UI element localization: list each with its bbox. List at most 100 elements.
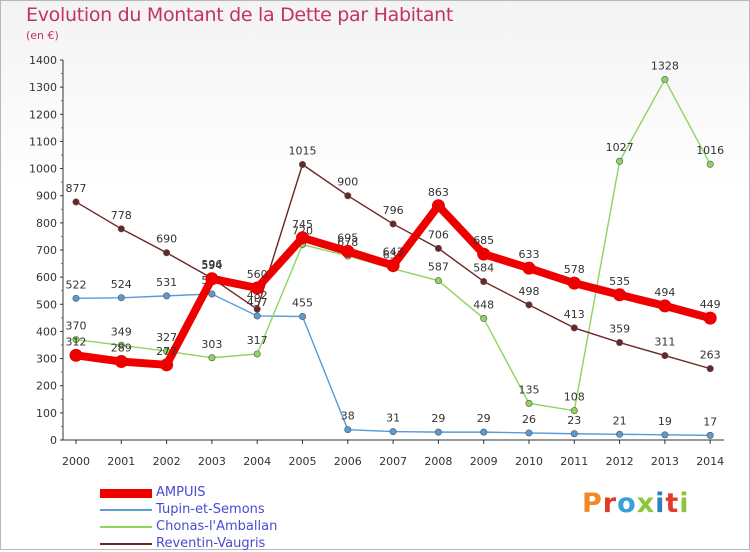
data-point xyxy=(616,430,624,438)
data-point xyxy=(72,336,80,344)
data-point xyxy=(163,292,171,300)
data-point xyxy=(72,198,80,206)
data-label: 482 xyxy=(247,289,268,302)
y-tick-label: 500 xyxy=(36,298,57,311)
data-label: 706 xyxy=(428,228,449,241)
x-tick-label: 2014 xyxy=(696,455,724,468)
data-point xyxy=(706,431,714,439)
y-tick-label: 1100 xyxy=(29,135,57,148)
data-point xyxy=(163,249,171,257)
y-tick-label: 1300 xyxy=(29,81,57,94)
data-point xyxy=(253,305,261,313)
data-point xyxy=(389,428,397,436)
data-label: 289 xyxy=(111,342,132,355)
data-point xyxy=(250,281,264,295)
x-tick-label: 2004 xyxy=(243,455,271,468)
data-point xyxy=(431,199,445,213)
data-label: 900 xyxy=(337,176,358,189)
data-label: 877 xyxy=(66,182,87,195)
x-tick-label: 2002 xyxy=(153,455,181,468)
data-point xyxy=(570,430,578,438)
data-label: 19 xyxy=(658,415,672,428)
data-label: 695 xyxy=(337,231,358,244)
data-point xyxy=(208,290,216,298)
data-point xyxy=(298,161,306,169)
x-tick-label: 2010 xyxy=(515,455,543,468)
y-tick-label: 600 xyxy=(36,271,57,284)
data-label: 29 xyxy=(431,412,445,425)
data-point xyxy=(389,220,397,228)
x-tick-label: 2001 xyxy=(107,455,135,468)
data-label: 263 xyxy=(700,349,721,362)
data-label: 685 xyxy=(473,234,494,247)
data-point xyxy=(706,160,714,168)
x-tick-label: 2000 xyxy=(62,455,90,468)
data-point xyxy=(567,276,581,290)
data-point xyxy=(208,354,216,362)
y-tick-label: 700 xyxy=(36,244,57,257)
data-label: 1328 xyxy=(651,60,679,73)
data-label: 21 xyxy=(613,414,627,427)
data-label: 584 xyxy=(473,261,494,274)
data-point xyxy=(160,358,174,372)
data-point xyxy=(570,324,578,332)
legend-swatch xyxy=(100,509,152,511)
data-label: 448 xyxy=(473,298,494,311)
x-tick-label: 2008 xyxy=(424,455,452,468)
data-label: 135 xyxy=(519,383,540,396)
x-tick-label: 2003 xyxy=(198,455,226,468)
data-point xyxy=(253,350,261,358)
data-label: 587 xyxy=(428,261,449,274)
data-point xyxy=(616,339,624,347)
proxiti-logo: Proxiti xyxy=(582,488,690,519)
data-point xyxy=(477,247,491,261)
y-tick-label: 400 xyxy=(36,325,57,338)
data-point xyxy=(616,157,624,165)
data-label: 277 xyxy=(156,345,177,358)
data-point xyxy=(706,365,714,373)
data-point xyxy=(434,428,442,436)
data-point xyxy=(386,258,400,272)
data-point xyxy=(434,277,442,285)
data-label: 327 xyxy=(156,331,177,344)
data-label: 796 xyxy=(383,204,404,217)
legend-label: Tupin-et-Semons xyxy=(156,502,265,517)
legend-swatch xyxy=(100,526,152,528)
data-label: 449 xyxy=(700,298,721,311)
data-point xyxy=(434,244,442,252)
data-point xyxy=(522,261,536,275)
data-label: 413 xyxy=(564,308,585,321)
data-label: 455 xyxy=(292,297,313,310)
x-tick-label: 2012 xyxy=(606,455,634,468)
data-label: 17 xyxy=(703,415,717,428)
data-label: 531 xyxy=(156,276,177,289)
data-point xyxy=(525,399,533,407)
data-label: 317 xyxy=(247,334,268,347)
data-point xyxy=(69,348,83,362)
data-label: 29 xyxy=(477,412,491,425)
data-label: 524 xyxy=(111,278,132,291)
data-label: 863 xyxy=(428,186,449,199)
data-label: 1027 xyxy=(606,141,634,154)
data-point xyxy=(661,76,669,84)
y-tick-label: 1400 xyxy=(29,54,57,67)
legend-swatch xyxy=(100,543,152,545)
x-tick-label: 2009 xyxy=(470,455,498,468)
data-point xyxy=(114,355,128,369)
data-point xyxy=(253,312,261,320)
data-point xyxy=(117,225,125,233)
data-label: 596 xyxy=(201,258,222,271)
data-label: 38 xyxy=(341,410,355,423)
legend-label: Chonas-l'Amballan xyxy=(156,519,278,534)
logo-letter: o xyxy=(617,488,637,519)
data-point xyxy=(341,244,355,258)
x-tick-label: 2007 xyxy=(379,455,407,468)
data-point xyxy=(117,294,125,302)
data-label: 1016 xyxy=(696,144,724,157)
x-tick-label: 2006 xyxy=(334,455,362,468)
logo-letter: P xyxy=(582,488,603,519)
data-label: 643 xyxy=(383,245,404,258)
y-tick-label: 900 xyxy=(36,190,57,203)
data-point xyxy=(570,407,578,415)
